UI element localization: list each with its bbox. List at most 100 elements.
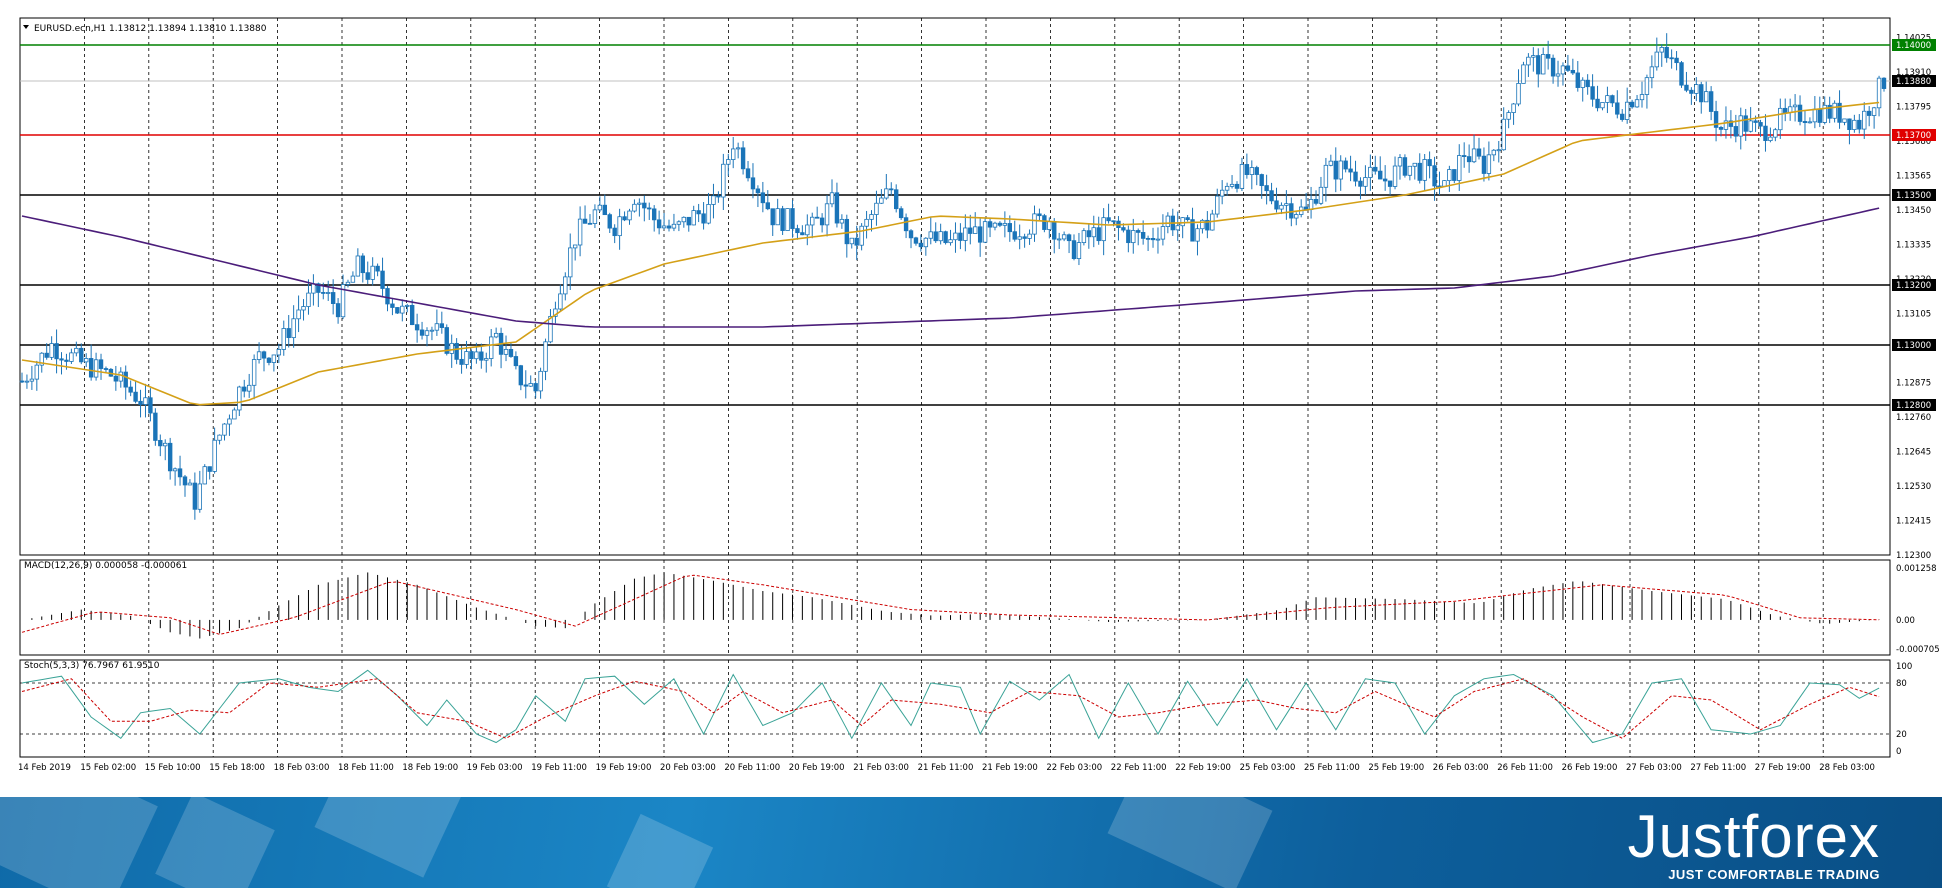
candle-body bbox=[1654, 51, 1660, 68]
candle-body bbox=[829, 192, 835, 205]
candle-body bbox=[716, 195, 721, 198]
x-tick-label: 22 Feb 19:00 bbox=[1175, 763, 1231, 773]
candle-body bbox=[1215, 195, 1220, 215]
candle-body bbox=[1526, 56, 1531, 66]
candle-body bbox=[1620, 113, 1625, 120]
x-tick-label: 28 Feb 03:00 bbox=[1819, 763, 1875, 773]
current-price-tag bbox=[1892, 75, 1936, 87]
candle-body bbox=[1590, 86, 1595, 100]
candle-body bbox=[118, 371, 123, 382]
candle-body bbox=[256, 351, 262, 360]
candle-body bbox=[1249, 167, 1255, 175]
candle-body bbox=[617, 216, 622, 237]
y-tick-label: 1.13450 bbox=[1896, 206, 1931, 216]
y-tick-label: 1.13335 bbox=[1896, 241, 1931, 251]
candle-body bbox=[1684, 84, 1689, 91]
candle-body bbox=[523, 384, 528, 387]
candle-body bbox=[296, 309, 301, 320]
candle-body bbox=[1126, 229, 1131, 244]
candle-body bbox=[760, 192, 766, 204]
candle-body bbox=[973, 226, 978, 234]
candle-body bbox=[1012, 231, 1017, 240]
candle-body bbox=[237, 386, 242, 411]
level-price-tag bbox=[1892, 339, 1936, 351]
candle-body bbox=[1155, 238, 1161, 241]
candle-body bbox=[1442, 180, 1447, 187]
brand-logo: Justforex JUST COMFORTABLE TRADING bbox=[1628, 797, 1880, 882]
candle-body bbox=[1279, 204, 1284, 210]
candle-body bbox=[350, 275, 356, 283]
candle-body bbox=[1822, 104, 1827, 123]
candle-body bbox=[133, 391, 138, 402]
ma-fast-line bbox=[21, 101, 1880, 406]
candle-body bbox=[1397, 157, 1403, 167]
candle-body bbox=[1412, 162, 1417, 167]
candle-body bbox=[148, 397, 153, 414]
candle-body bbox=[508, 349, 514, 357]
candle-body bbox=[276, 349, 282, 356]
candle-body bbox=[281, 328, 286, 350]
candle-body bbox=[1061, 234, 1067, 240]
candle-body bbox=[1427, 159, 1432, 167]
candle-body bbox=[143, 397, 148, 405]
x-tick-label: 25 Feb 03:00 bbox=[1240, 763, 1296, 773]
candle-body bbox=[1496, 149, 1501, 152]
candle-body bbox=[360, 255, 365, 274]
candle-body bbox=[642, 202, 647, 209]
candle-body bbox=[1022, 236, 1027, 239]
candle-body bbox=[1536, 55, 1541, 75]
candle-body bbox=[1417, 162, 1422, 181]
candle-body bbox=[271, 354, 277, 363]
candle-body bbox=[1190, 219, 1195, 242]
candle-body bbox=[1476, 148, 1482, 157]
candle-body bbox=[814, 216, 820, 219]
candle-body bbox=[484, 358, 489, 361]
candle-body bbox=[528, 383, 533, 387]
candle-body bbox=[1610, 95, 1615, 104]
candle-body bbox=[568, 247, 573, 278]
candle-body bbox=[1457, 155, 1462, 181]
candle-body bbox=[1531, 55, 1536, 58]
candle-body bbox=[202, 466, 207, 485]
candle-body bbox=[1768, 136, 1773, 142]
level-price-tag bbox=[1892, 279, 1936, 291]
candle-body bbox=[1748, 120, 1753, 132]
candle-body bbox=[765, 202, 770, 210]
candle-body bbox=[1056, 238, 1062, 241]
candle-body bbox=[1165, 215, 1171, 227]
candle-body bbox=[1363, 177, 1368, 187]
candle-body bbox=[1862, 110, 1867, 130]
level-price-tag-label: 1.13500 bbox=[1896, 191, 1931, 201]
stoch-main-line bbox=[21, 669, 1880, 744]
candle-body bbox=[1516, 83, 1521, 105]
candle-body bbox=[212, 439, 217, 472]
candle-body bbox=[34, 364, 40, 380]
candle-body bbox=[1491, 149, 1497, 156]
collapse-triangle-icon[interactable] bbox=[23, 25, 29, 29]
candle-body bbox=[54, 343, 59, 360]
candle-body bbox=[474, 351, 479, 360]
candle-body bbox=[1639, 94, 1645, 101]
candle-body bbox=[1773, 129, 1778, 138]
stoch-y-tick-label: 20 bbox=[1896, 730, 1907, 740]
y-tick-label: 1.12300 bbox=[1896, 551, 1931, 561]
level-price-tag bbox=[1892, 39, 1936, 51]
candle-body bbox=[1629, 101, 1635, 108]
candle-body bbox=[780, 208, 785, 231]
candle-body bbox=[681, 216, 687, 223]
candle-body bbox=[1575, 72, 1580, 88]
x-tick-label: 21 Feb 03:00 bbox=[853, 763, 909, 773]
candle-body bbox=[1224, 185, 1230, 191]
candle-body bbox=[686, 216, 691, 226]
candle-body bbox=[459, 358, 464, 365]
candle-body bbox=[395, 307, 400, 314]
candle-body bbox=[1758, 122, 1763, 127]
candle-body bbox=[128, 386, 133, 393]
macd-y-tick-label: 0.001258 bbox=[1896, 564, 1937, 574]
candle-body bbox=[316, 283, 321, 293]
candle-body bbox=[1343, 160, 1348, 170]
candle-body bbox=[1422, 159, 1427, 181]
y-tick-label: 1.12645 bbox=[1896, 448, 1931, 458]
candle-body bbox=[696, 210, 701, 215]
candle-body bbox=[1447, 169, 1452, 182]
